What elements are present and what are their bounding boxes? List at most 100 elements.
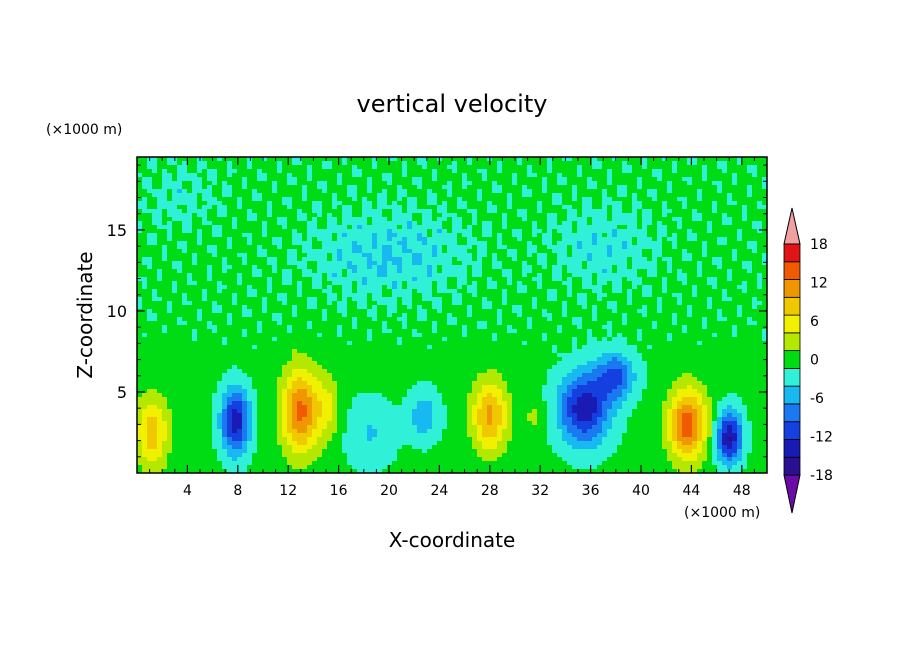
field-cell [617, 197, 623, 202]
field-cell [237, 253, 243, 258]
field-cell [212, 253, 218, 258]
field-cell [467, 173, 473, 178]
field-cell [757, 201, 763, 206]
field-cell [217, 265, 223, 270]
field-cell [322, 209, 328, 214]
field-cell [737, 285, 743, 290]
field-cell [457, 161, 463, 166]
field-cell [307, 221, 313, 226]
field-cell [277, 197, 283, 202]
field-cell [487, 309, 493, 314]
field-cell [717, 269, 723, 274]
field-cell [562, 297, 568, 302]
field-cell [197, 261, 203, 266]
field-cell [272, 165, 278, 170]
field-cell [272, 281, 278, 286]
field-cell [202, 177, 208, 182]
field-cell [497, 201, 503, 206]
field-cell [697, 301, 703, 306]
field-cell [152, 217, 158, 222]
field-cell [217, 261, 223, 266]
field-cell [537, 181, 543, 186]
field-cell [512, 165, 518, 170]
field-cell [397, 197, 403, 202]
field-cell [477, 241, 483, 246]
field-cell [427, 265, 433, 270]
field-cell [642, 241, 648, 246]
field-cell [607, 221, 613, 226]
field-cell [227, 309, 233, 314]
field-cell [667, 221, 673, 226]
field-cell [237, 233, 243, 238]
field-cell [257, 165, 263, 170]
field-cell [282, 253, 288, 258]
field-cell [247, 273, 253, 278]
field-cell [157, 301, 163, 306]
field-cell [192, 313, 198, 318]
field-cell [452, 161, 458, 166]
field-cell [372, 233, 378, 238]
field-cell [207, 181, 213, 186]
field-cell [367, 269, 373, 274]
field-cell [442, 297, 448, 302]
field-cell [287, 225, 293, 230]
field-cell [697, 177, 703, 182]
field-cell [217, 245, 223, 250]
field-cell [527, 273, 533, 278]
field-cell [457, 241, 463, 246]
field-cell [327, 229, 333, 234]
field-cell [172, 201, 178, 206]
field-cell [687, 221, 693, 226]
field-cell [552, 229, 558, 234]
field-cell [317, 285, 323, 290]
field-cell [512, 281, 518, 286]
field-cell [257, 225, 263, 230]
field-cell [362, 261, 368, 266]
field-cell [292, 229, 298, 234]
field-cell [277, 177, 283, 182]
field-cell [712, 261, 718, 266]
field-cell [192, 297, 198, 302]
field-cell [742, 301, 748, 306]
field-cell [177, 293, 183, 298]
field-cell [192, 241, 198, 246]
field-cell [397, 221, 403, 226]
field-cell [417, 197, 423, 202]
field-cell [152, 305, 158, 310]
field-cell [432, 161, 438, 166]
field-cell [177, 169, 183, 174]
field-cell [377, 205, 383, 210]
field-cell [452, 189, 458, 194]
field-cell [462, 181, 468, 186]
field-cell [592, 261, 598, 266]
field-cell [207, 289, 213, 294]
field-cell [682, 281, 688, 286]
field-cell [422, 189, 428, 194]
field-cell [257, 241, 263, 246]
field-cell [657, 165, 663, 170]
field-cell [522, 301, 528, 306]
field-cell [392, 289, 398, 294]
field-cell [522, 253, 528, 258]
field-cell [332, 237, 338, 242]
field-cell [607, 157, 613, 162]
field-cell [452, 209, 458, 214]
field-cell [332, 185, 338, 190]
field-cell [242, 297, 248, 302]
field-cell [307, 269, 313, 274]
field-cell [402, 189, 408, 194]
field-cell [552, 293, 558, 298]
field-cell [202, 185, 208, 190]
field-cell [227, 201, 233, 206]
field-cell [367, 253, 373, 258]
field-cell [367, 217, 373, 222]
field-cell [142, 229, 148, 234]
field-cell [677, 189, 683, 194]
field-cell [552, 173, 558, 178]
field-cell [407, 285, 413, 290]
field-cell [632, 201, 638, 206]
field-cell [347, 281, 353, 286]
field-cell [717, 177, 723, 182]
field-cell [162, 269, 168, 274]
field-cell [212, 213, 218, 218]
